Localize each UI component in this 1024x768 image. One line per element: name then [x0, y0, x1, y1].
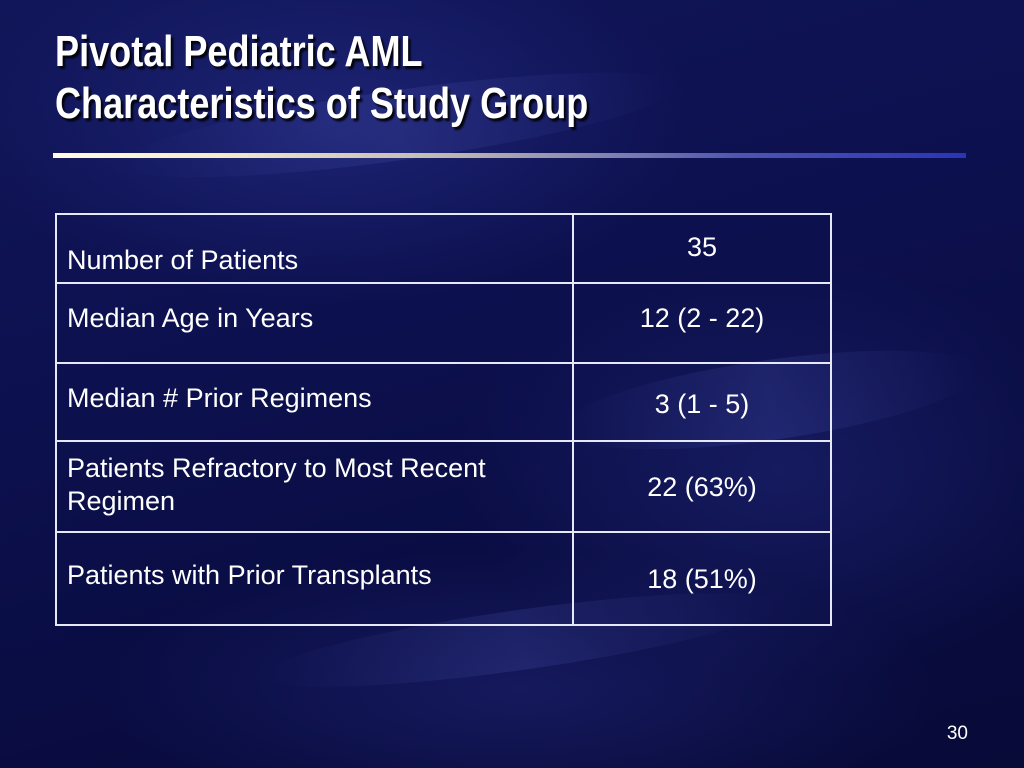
row-value: 12 (2 - 22)	[572, 282, 832, 364]
row-label: Median Age in Years	[55, 282, 574, 364]
row-value: 22 (63%)	[572, 440, 832, 533]
table-row: Patients Refractory to Most Recent Regim…	[55, 440, 832, 533]
slide-title: Pivotal Pediatric AML Characteristics of…	[55, 26, 588, 130]
characteristics-table: Number of Patients 35 Median Age in Year…	[55, 213, 832, 626]
row-label: Patients Refractory to Most Recent Regim…	[55, 440, 574, 533]
row-label: Number of Patients	[55, 213, 574, 284]
table-row: Number of Patients 35	[55, 213, 832, 284]
title-underline	[53, 153, 966, 158]
page-number: 30	[946, 723, 968, 744]
row-label: Patients with Prior Transplants	[55, 531, 574, 626]
row-value: 35	[572, 213, 832, 284]
slide-title-line-2: Characteristics of Study Group	[55, 79, 589, 128]
row-value: 18 (51%)	[572, 531, 832, 626]
table-row: Patients with Prior Transplants 18 (51%)	[55, 531, 832, 626]
table-row: Median # Prior Regimens 3 (1 - 5)	[55, 362, 832, 442]
slide-title-line-1: Pivotal Pediatric AML	[55, 27, 423, 76]
table-row: Median Age in Years 12 (2 - 22)	[55, 282, 832, 364]
row-value: 3 (1 - 5)	[572, 362, 832, 442]
row-label: Median # Prior Regimens	[55, 362, 574, 442]
